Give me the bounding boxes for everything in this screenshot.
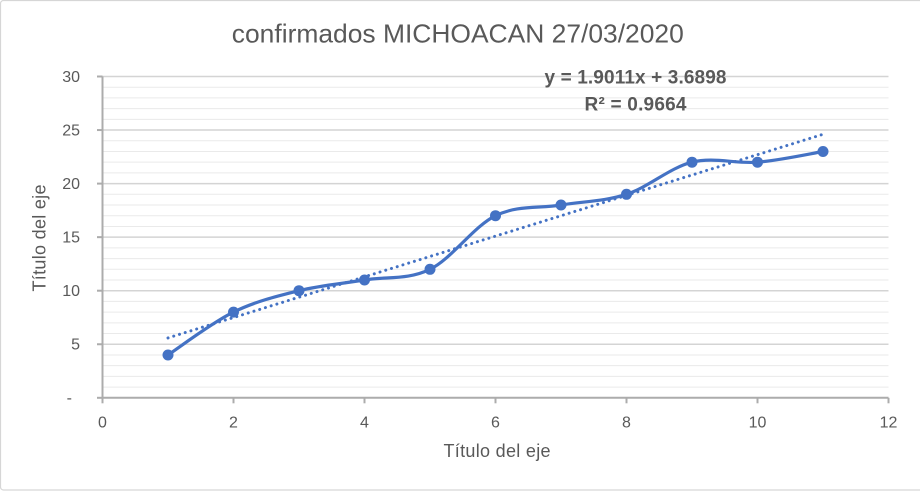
svg-text:20: 20 [62,176,80,193]
svg-text:5: 5 [71,337,80,354]
svg-text:confirmados MICHOACAN 27/03/20: confirmados MICHOACAN 27/03/2020 [232,18,684,48]
svg-text:2: 2 [229,415,238,432]
svg-text:R² = 0.9664: R² = 0.9664 [585,95,687,116]
svg-text:4: 4 [360,415,369,432]
svg-text:10: 10 [62,283,80,300]
svg-text:Título del eje: Título del eje [444,441,551,461]
svg-text:0: 0 [98,415,107,432]
svg-text:-: - [67,390,72,407]
svg-text:y = 1.9011x + 3.6898: y = 1.9011x + 3.6898 [545,68,727,89]
svg-text:8: 8 [622,415,631,432]
svg-text:15: 15 [62,230,80,247]
svg-text:30: 30 [62,69,80,86]
svg-text:12: 12 [880,415,898,432]
svg-text:10: 10 [749,415,767,432]
svg-text:25: 25 [62,122,80,139]
svg-text:Título del eje: Título del eje [30,185,50,292]
svg-text:6: 6 [491,415,500,432]
